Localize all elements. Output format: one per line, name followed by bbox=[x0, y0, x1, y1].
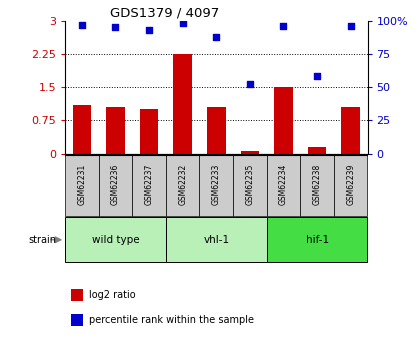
Bar bbox=[207, 107, 226, 154]
Text: GSM62232: GSM62232 bbox=[178, 164, 187, 205]
Text: GSM62239: GSM62239 bbox=[346, 164, 355, 205]
Point bbox=[79, 22, 85, 28]
Text: vhl-1: vhl-1 bbox=[203, 235, 229, 245]
Bar bbox=[166, 217, 267, 262]
Text: GDS1379 / 4097: GDS1379 / 4097 bbox=[110, 7, 220, 20]
Point bbox=[280, 23, 287, 29]
Point bbox=[247, 82, 253, 87]
Bar bbox=[274, 87, 293, 154]
Text: percentile rank within the sample: percentile rank within the sample bbox=[89, 315, 254, 325]
Bar bbox=[300, 155, 334, 216]
Point bbox=[179, 21, 186, 26]
Bar bbox=[334, 155, 368, 216]
Text: GSM62237: GSM62237 bbox=[144, 164, 154, 205]
Bar bbox=[233, 155, 267, 216]
Text: GSM62233: GSM62233 bbox=[212, 164, 221, 205]
Bar bbox=[99, 155, 132, 216]
Text: strain: strain bbox=[29, 235, 57, 245]
Bar bbox=[267, 155, 300, 216]
Bar bbox=[241, 151, 259, 154]
Point bbox=[213, 34, 220, 39]
Text: wild type: wild type bbox=[92, 235, 139, 245]
Point bbox=[146, 27, 152, 33]
Point bbox=[314, 74, 320, 79]
Bar bbox=[65, 217, 166, 262]
Text: GSM62235: GSM62235 bbox=[245, 164, 255, 205]
Text: GSM62238: GSM62238 bbox=[312, 164, 322, 205]
Bar bbox=[71, 289, 83, 301]
Bar bbox=[173, 54, 192, 154]
Bar bbox=[341, 107, 360, 154]
Bar bbox=[200, 155, 233, 216]
Text: log2 ratio: log2 ratio bbox=[89, 290, 136, 300]
Bar bbox=[166, 155, 200, 216]
Text: GSM62234: GSM62234 bbox=[279, 164, 288, 205]
Bar bbox=[65, 155, 99, 216]
Bar bbox=[308, 147, 326, 154]
Bar bbox=[106, 107, 125, 154]
Bar bbox=[132, 155, 166, 216]
Text: hif-1: hif-1 bbox=[305, 235, 329, 245]
Bar bbox=[71, 314, 83, 326]
Bar bbox=[140, 109, 158, 154]
Text: GSM62236: GSM62236 bbox=[111, 164, 120, 205]
Point bbox=[112, 24, 119, 30]
Bar bbox=[267, 217, 368, 262]
Bar bbox=[73, 105, 91, 154]
Text: GSM62231: GSM62231 bbox=[77, 164, 87, 205]
Point bbox=[347, 23, 354, 29]
